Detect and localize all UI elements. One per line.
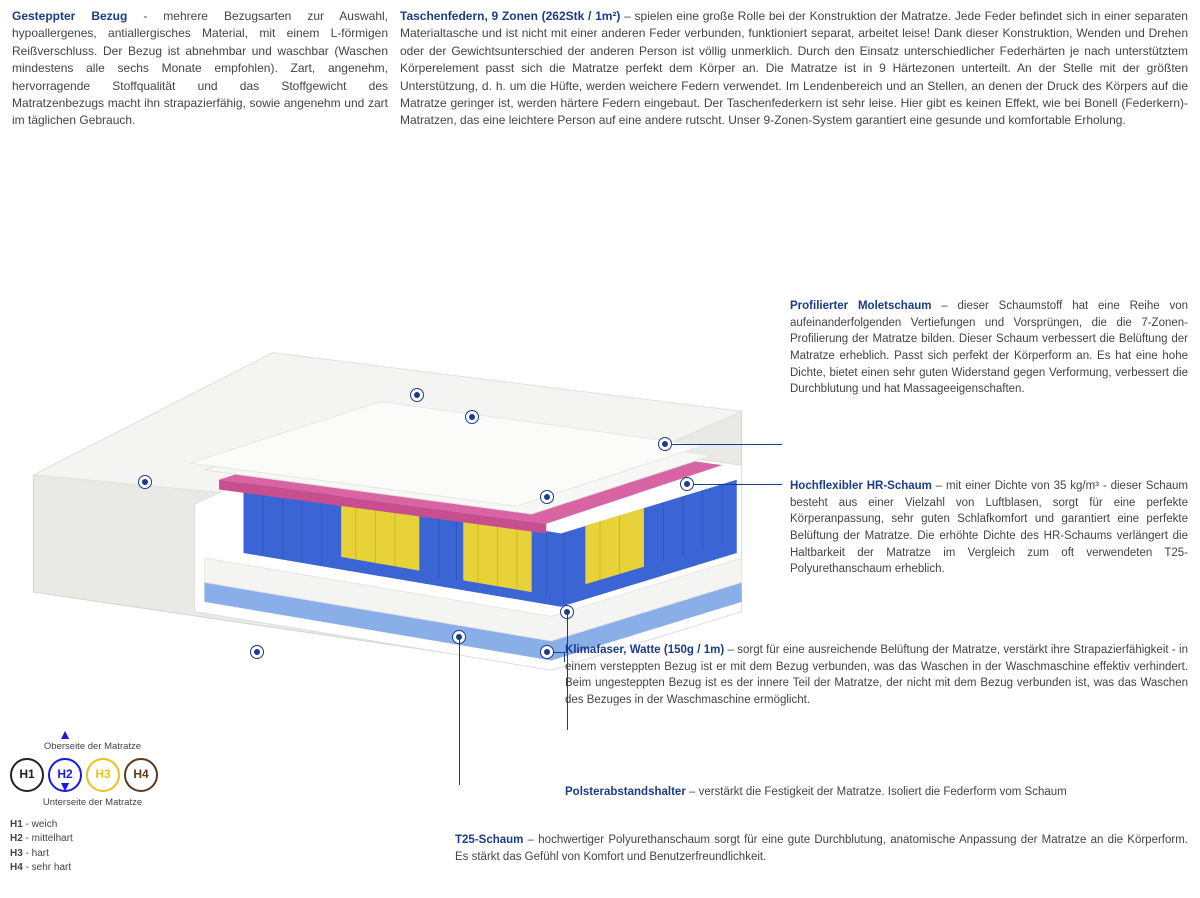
section-polster: Polsterabstandshalter – verstärkt die Fe… [565,784,1188,801]
hardness-row-h3: H3 - hart [10,847,175,862]
body-molet: – dieser Schaumstoff hat eine Reihe von … [790,300,1188,395]
hardness-legend: ▲ Oberseite der Matratze H1H2H3H4 ▼ Unte… [10,740,175,876]
arrow-down-icon: ▼ [57,782,73,792]
line-hr [694,484,782,485]
dot-molet [465,410,479,424]
dot-bezug [138,475,152,489]
line-klima [554,652,564,653]
section-t25: T25-Schaum – hochwertiger Polyurethansch… [455,832,1188,865]
section-federn: Taschenfedern, 9 Zonen (262Stk / 1m²) – … [400,8,1188,130]
line-molet [672,444,782,445]
hardness-row-h1: H1 - weich [10,818,175,833]
body-federn: – spielen eine große Rolle bei der Konst… [400,9,1188,127]
dot-molet2 [658,437,672,451]
body-polster: – verstärkt die Festigkeit der Matratze.… [686,786,1067,798]
heading-polster: Polsterabstandshalter [565,786,686,798]
heading-federn: Taschenfedern, 9 Zonen (262Stk / 1m²) [400,9,620,23]
hardness-circle-h4: H4 [124,758,158,792]
arrow-up-icon: ▲ [57,730,73,740]
dot-hr2 [680,477,694,491]
heading-hr: Hochflexibler HR-Schaum [790,480,932,492]
hardness-row-h4: H4 - sehr hart [10,861,175,876]
body-t25: – hochwertiger Polyurethanschaum sorgt f… [455,834,1188,863]
line-t25-v [459,637,460,785]
legend-top-label: Oberseite der Matratze [10,740,175,754]
hardness-circle-h3: H3 [86,758,120,792]
heading-bezug: Gesteppter Bezug [12,9,127,23]
body-hr: – mit einer Dichte von 35 kg/m³ - dieser… [790,480,1188,575]
mattress-svg [10,260,770,680]
dot-federn2 [540,490,554,504]
dot-klima [250,645,264,659]
mattress-diagram [10,190,780,680]
section-hr: Hochflexibler HR-Schaum – mit einer Dich… [790,478,1188,578]
dot-hr [410,388,424,402]
heading-t25: T25-Schaum [455,834,523,846]
body-bezug: - mehrere Bezugsarten zur Auswahl, hypoa… [12,9,388,127]
section-klima: Klimafaser, Watte (150g / 1m) – sorgt fü… [565,642,1188,709]
legend-bottom-label: Unterseite der Matratze [10,796,175,810]
hardness-circle-h1: H1 [10,758,44,792]
dot-klima2 [540,645,554,659]
heading-molet: Profilierter Moletschaum [790,300,931,312]
section-bezug: Gesteppter Bezug - mehrere Bezugsarten z… [12,8,388,130]
heading-klima: Klimafaser, Watte (150g / 1m) [565,644,724,656]
section-molet: Profilierter Moletschaum – dieser Schaum… [790,298,1188,398]
hardness-row-h2: H2 - mittelhart [10,832,175,847]
